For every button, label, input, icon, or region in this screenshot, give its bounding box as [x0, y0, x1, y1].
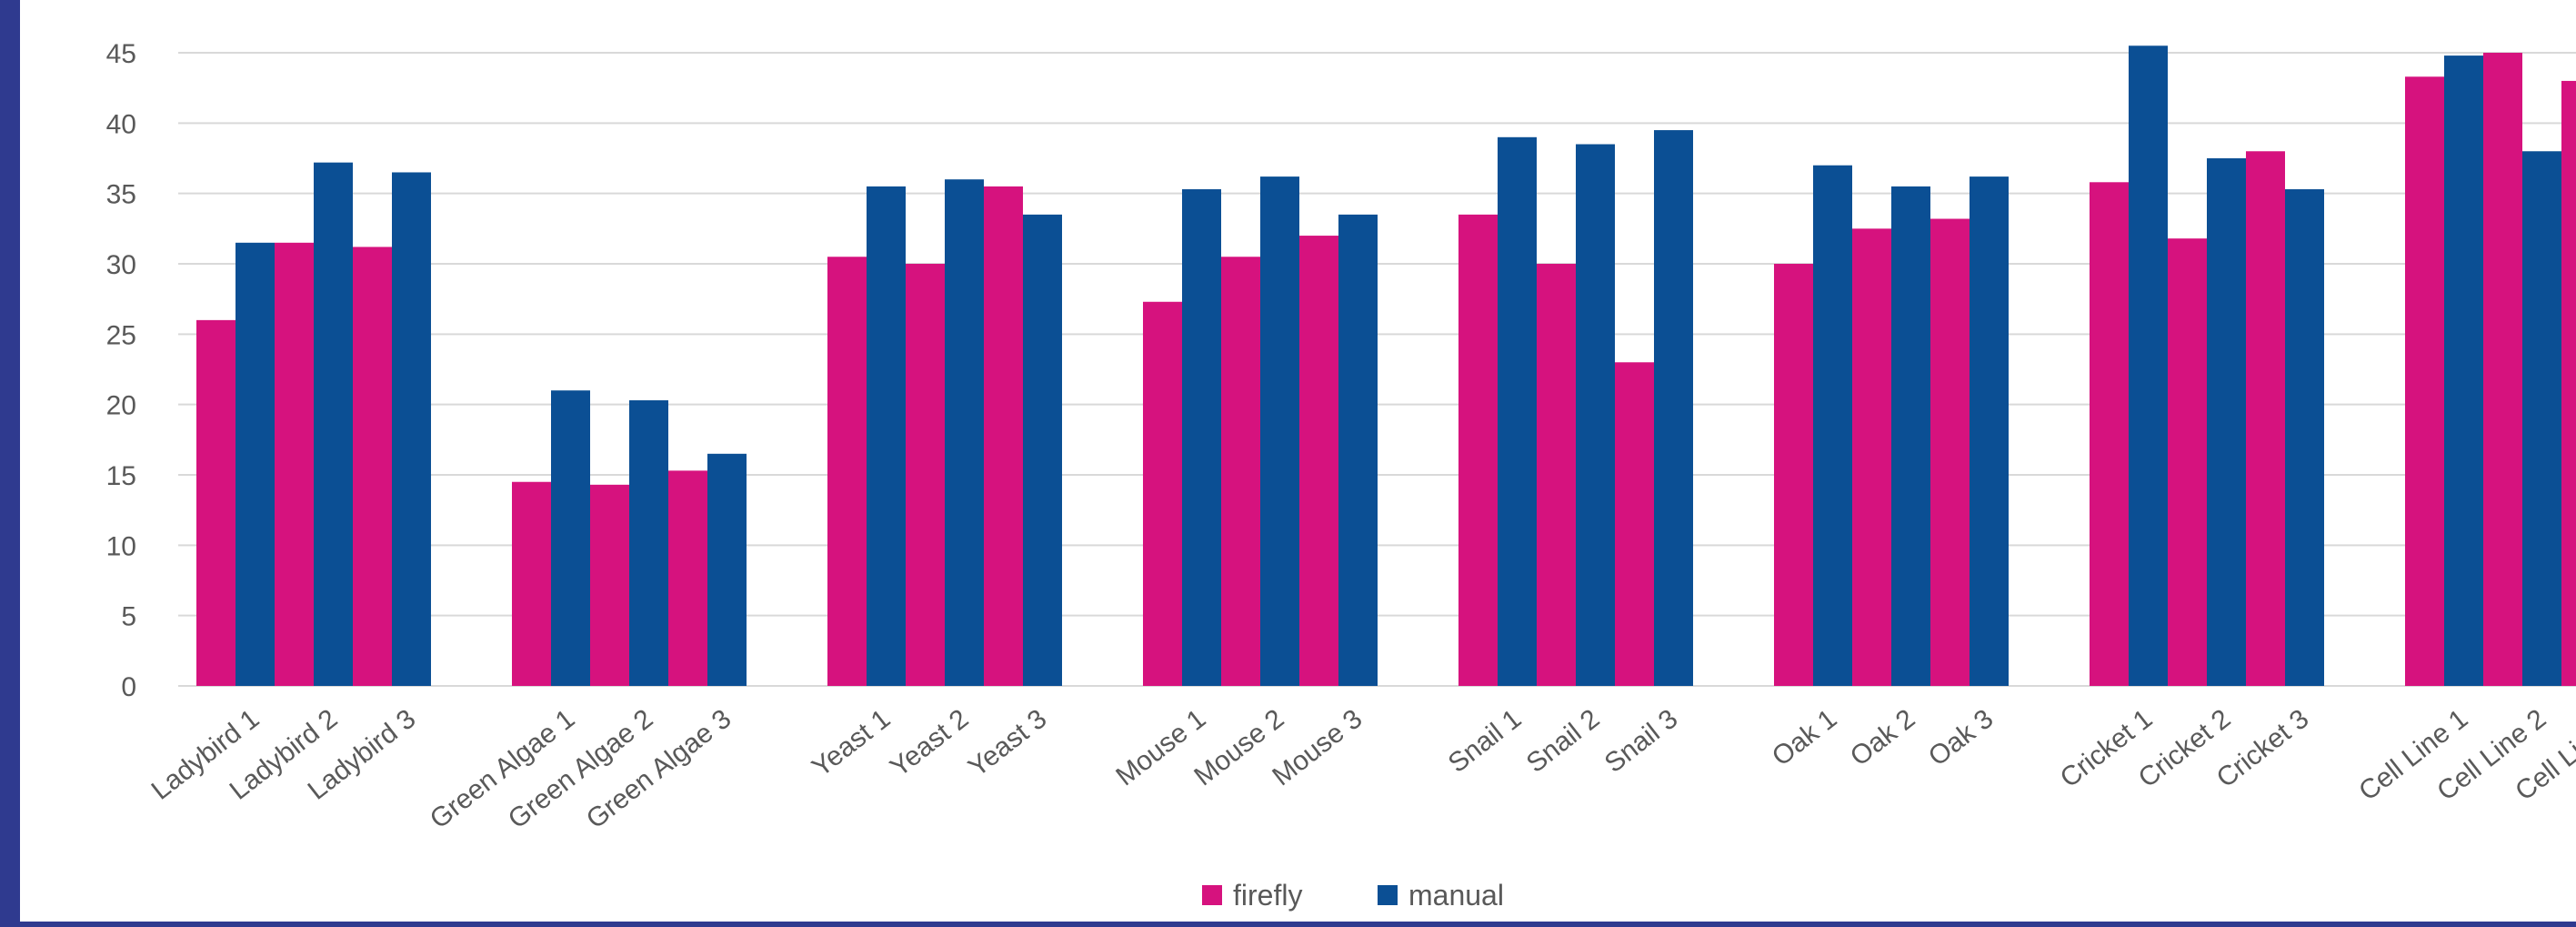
- x-tick-label: Oak 2: [1845, 704, 1920, 772]
- bar-firefly: [1852, 228, 1891, 687]
- bar-firefly: [2168, 238, 2207, 686]
- bar-manual: [1182, 189, 1221, 686]
- y-tick-label: 20: [106, 391, 136, 421]
- y-tick-label: 45: [106, 39, 136, 69]
- bar-firefly: [827, 257, 867, 686]
- x-tick-label: Yeast 1: [807, 704, 896, 783]
- bar-firefly: [668, 470, 707, 686]
- y-axis-ticks: 0 5 10 15 20 25 30 35 40 45: [106, 39, 136, 702]
- bar-firefly: [984, 186, 1023, 686]
- bar-manual: [2129, 45, 2168, 687]
- x-tick-label: Snail 1: [1443, 704, 1528, 779]
- y-tick-label: 15: [106, 461, 136, 491]
- bar-manual: [1498, 136, 1537, 687]
- x-tick-label: Oak 1: [1767, 704, 1842, 772]
- bar-firefly: [906, 264, 945, 686]
- bar-firefly: [512, 481, 551, 686]
- bar-firefly: [1930, 218, 1970, 687]
- bar-firefly: [1143, 301, 1182, 686]
- bar-manual: [1023, 214, 1062, 686]
- bar-manual: [2207, 158, 2246, 686]
- bar-firefly: [1615, 362, 1654, 686]
- x-tick-label: Mouse 3: [1267, 704, 1368, 792]
- bar-firefly: [2405, 76, 2444, 686]
- bar-firefly: [1299, 236, 1338, 686]
- x-tick-label: Snail 2: [1521, 704, 1606, 779]
- bar-firefly: [2090, 182, 2129, 686]
- y-tick-label: 35: [106, 180, 136, 210]
- y-tick-label: 10: [106, 531, 136, 561]
- y-tick-label: 40: [106, 109, 136, 139]
- x-tick-label: Snail 3: [1599, 704, 1684, 779]
- legend: firefly manual: [1202, 879, 1504, 912]
- bar-firefly: [196, 319, 236, 686]
- bar-manual: [1654, 130, 1693, 687]
- y-tick-label: 5: [121, 602, 136, 632]
- bar-firefly: [1221, 257, 1260, 686]
- bar-firefly: [1458, 214, 1498, 686]
- bar-manual: [2444, 55, 2483, 687]
- bar-manual: [1338, 214, 1378, 686]
- bar-manual: [1813, 165, 1852, 686]
- bar-manual: [629, 400, 668, 686]
- y-tick-label: 25: [106, 320, 136, 350]
- legend-swatch-firefly: [1202, 885, 1222, 905]
- y-tick-label: 30: [106, 250, 136, 280]
- bar-manual: [2522, 151, 2561, 686]
- bar-manual: [314, 162, 353, 686]
- bar-manual: [945, 179, 984, 686]
- bar-manual: [2285, 189, 2324, 686]
- bars: [196, 45, 2576, 687]
- bar-manual: [551, 390, 590, 686]
- bar-manual: [1891, 186, 1930, 686]
- bar-firefly: [590, 484, 629, 686]
- bar-firefly: [275, 242, 314, 686]
- bar-firefly: [2246, 151, 2285, 686]
- x-tick-label: Oak 3: [1923, 704, 1999, 772]
- legend-swatch-manual: [1378, 885, 1398, 905]
- bar-firefly: [353, 247, 392, 686]
- bar-manual: [707, 453, 747, 686]
- bar-manual: [1970, 176, 2009, 686]
- bar-firefly: [1774, 264, 1813, 686]
- x-tick-label: Yeast 2: [885, 704, 974, 783]
- y-tick-label: 0: [121, 672, 136, 702]
- bar-manual: [1260, 176, 1299, 686]
- x-tick-label: Yeast 3: [963, 704, 1052, 783]
- bar-manual: [1576, 144, 1615, 687]
- legend-label-manual: manual: [1408, 879, 1504, 912]
- bar-firefly: [2561, 80, 2576, 686]
- legend-label-firefly: firefly: [1233, 879, 1302, 912]
- bar-firefly: [2483, 53, 2522, 686]
- bar-manual: [236, 242, 275, 686]
- bar-manual: [867, 186, 906, 686]
- bar-firefly: [1537, 264, 1576, 686]
- bar-manual: [392, 172, 431, 686]
